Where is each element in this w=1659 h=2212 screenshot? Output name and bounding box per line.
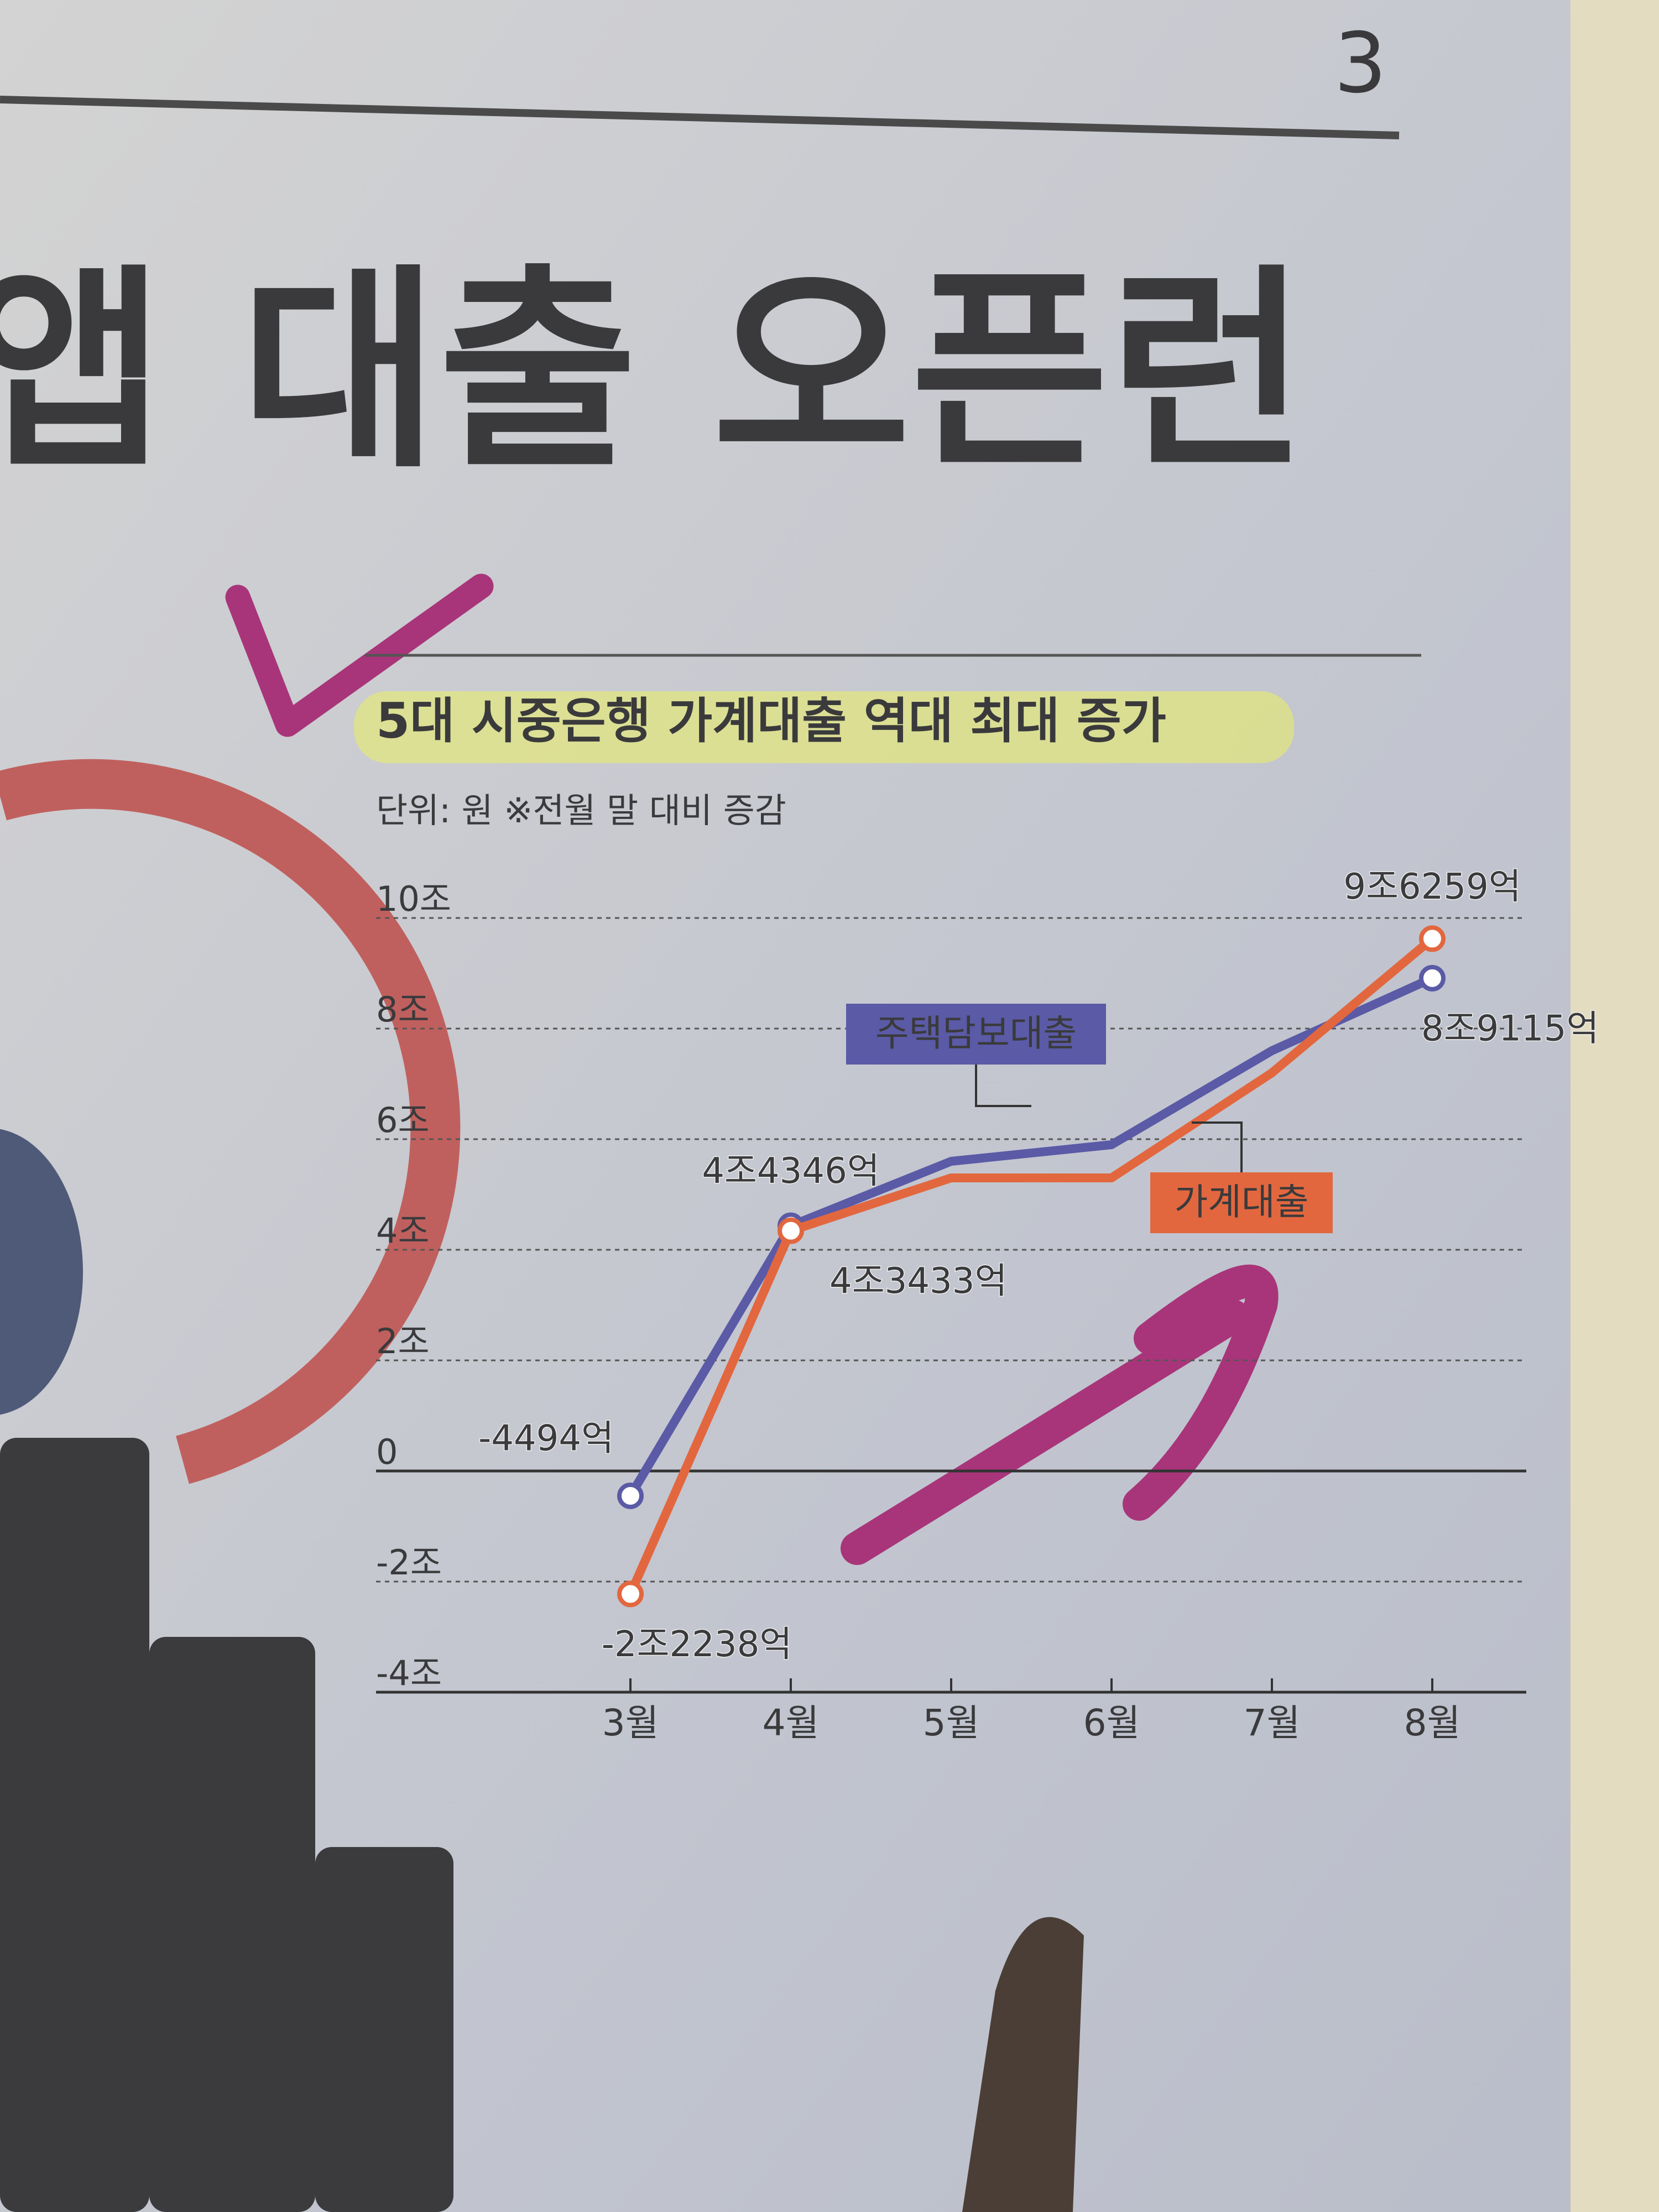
- top-rule: [0, 96, 1400, 139]
- y-tick-label: -2조: [376, 1542, 442, 1583]
- x-tick-label: 4월: [763, 1702, 820, 1744]
- point-marker: [778, 1217, 804, 1244]
- legend-label: 가계대출: [1175, 1181, 1309, 1223]
- legend-label: 주택담보대출: [875, 1012, 1077, 1055]
- x-tick-label: 8월: [1404, 1702, 1461, 1744]
- x-tick-label: 7월: [1244, 1702, 1301, 1744]
- x-tick-label: 3월: [602, 1702, 659, 1744]
- value-label: -4494억: [478, 1418, 614, 1459]
- highlighter: [354, 691, 1294, 763]
- plot: -4조 -2조 0 2조 4조 6조 8조 10조 3월 4월 5월 6월 7월 8월 -4494억 4조43…: [376, 865, 1600, 1744]
- point-marker: [617, 1482, 644, 1509]
- value-label: 9조6259억: [1343, 867, 1521, 907]
- y-tick-label: 2조: [376, 1321, 430, 1361]
- series-line: [627, 974, 1434, 1499]
- arrow-mark: [841, 1264, 1279, 1565]
- x-tick-label: 6월: [1083, 1702, 1140, 1744]
- circle-illustration: [0, 1129, 83, 1415]
- y-tick-label: 6조: [376, 1100, 430, 1140]
- coin-stacks: [0, 1438, 453, 2212]
- value-label: -2조2238억: [602, 1624, 792, 1665]
- y-tick-label: 8조: [376, 989, 430, 1030]
- value-label: 4조3433억: [830, 1261, 1007, 1302]
- value-label: 8조9115억: [1421, 1008, 1599, 1049]
- y-tick-label: 4조: [376, 1211, 430, 1251]
- page-edge: [1571, 0, 1659, 2212]
- value-label: 4조4346억: [702, 1151, 879, 1192]
- y-tick-label: -4조: [376, 1653, 442, 1693]
- headline: 앱 대출 오픈런: [0, 246, 1307, 497]
- person-illustration: [962, 1917, 1084, 2212]
- x-tick-label: 5월: [923, 1702, 980, 1744]
- legend-connector: [975, 1065, 1031, 1107]
- point-marker: [1419, 964, 1446, 992]
- chart-subtitle: 단위: 원 ※전월 말 대비 증감: [376, 790, 786, 831]
- legend-box: [1150, 1172, 1333, 1233]
- series-line: [626, 935, 1436, 1596]
- ring-illustration: [0, 759, 461, 1484]
- checkmark: [225, 573, 494, 737]
- legend-connector: [1192, 1121, 1243, 1172]
- chart-title: 5대 시중은행 가계대출 역대 최대 증가: [376, 692, 1166, 749]
- point-marker: [1419, 925, 1446, 952]
- y-tick-label: 0: [376, 1432, 398, 1472]
- page-number: 3: [1334, 15, 1386, 112]
- legend-box: [846, 1004, 1106, 1065]
- point-marker: [617, 1580, 644, 1608]
- y-tick-label: 10조: [376, 879, 451, 919]
